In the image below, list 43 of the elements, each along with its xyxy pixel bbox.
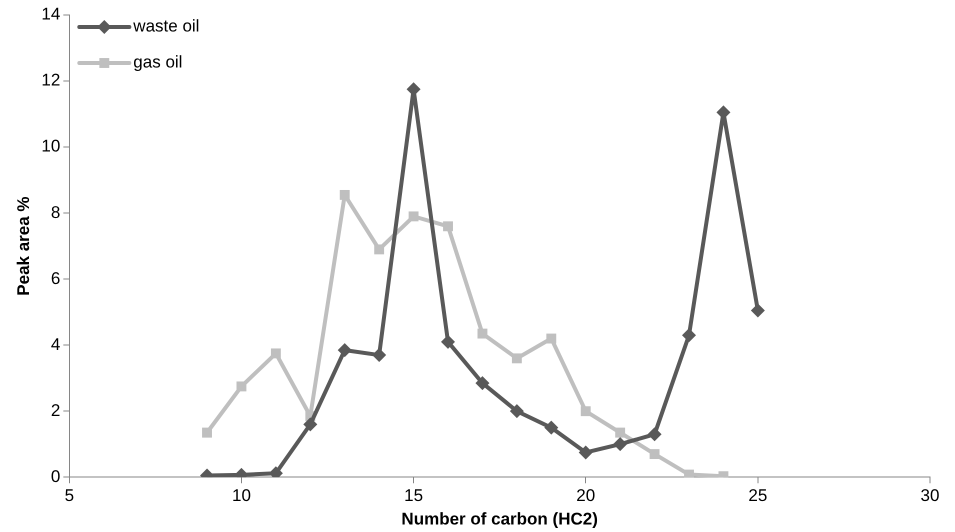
point: [510, 404, 524, 418]
point: [270, 348, 281, 358]
y-tick-label: 2: [50, 400, 60, 420]
point: [338, 343, 352, 358]
point: [578, 445, 593, 460]
legend-label: waste oil: [132, 16, 200, 36]
x-tick-label: 10: [232, 486, 251, 506]
y-tick-label: 8: [50, 202, 60, 222]
point: [682, 328, 696, 342]
legend-label: gas oil: [133, 52, 182, 72]
x-axis-title: Number of carbon (HC2): [401, 509, 598, 528]
y-tick-label: 6: [50, 268, 60, 288]
y-axis-title: Peak area %: [14, 196, 33, 296]
point: [202, 428, 212, 438]
point: [512, 353, 522, 364]
point: [477, 328, 488, 339]
x-tick-label: 5: [64, 486, 74, 506]
point: [374, 244, 384, 254]
y-tick-label: 12: [41, 70, 60, 90]
point: [648, 427, 662, 442]
point: [236, 381, 246, 392]
point: [408, 211, 419, 222]
y-tick-label: 14: [41, 4, 60, 24]
point: [650, 449, 660, 460]
point: [615, 428, 626, 438]
x-tick-label: 20: [576, 486, 596, 506]
point: [544, 420, 558, 435]
point: [580, 406, 591, 416]
x-tick-label: 15: [404, 486, 424, 506]
y-tick-label: 0: [50, 466, 60, 486]
point: [372, 348, 386, 362]
x-tick-label: 30: [920, 486, 940, 506]
x-tick-label: 25: [748, 486, 768, 506]
point: [546, 334, 556, 344]
point: [475, 376, 490, 390]
point: [750, 303, 765, 318]
y-tick-label: 4: [50, 334, 60, 354]
point: [441, 334, 456, 349]
y-tick-label: 10: [41, 136, 60, 156]
point: [613, 437, 628, 452]
point: [340, 190, 350, 200]
point: [303, 417, 318, 432]
point: [443, 221, 453, 232]
